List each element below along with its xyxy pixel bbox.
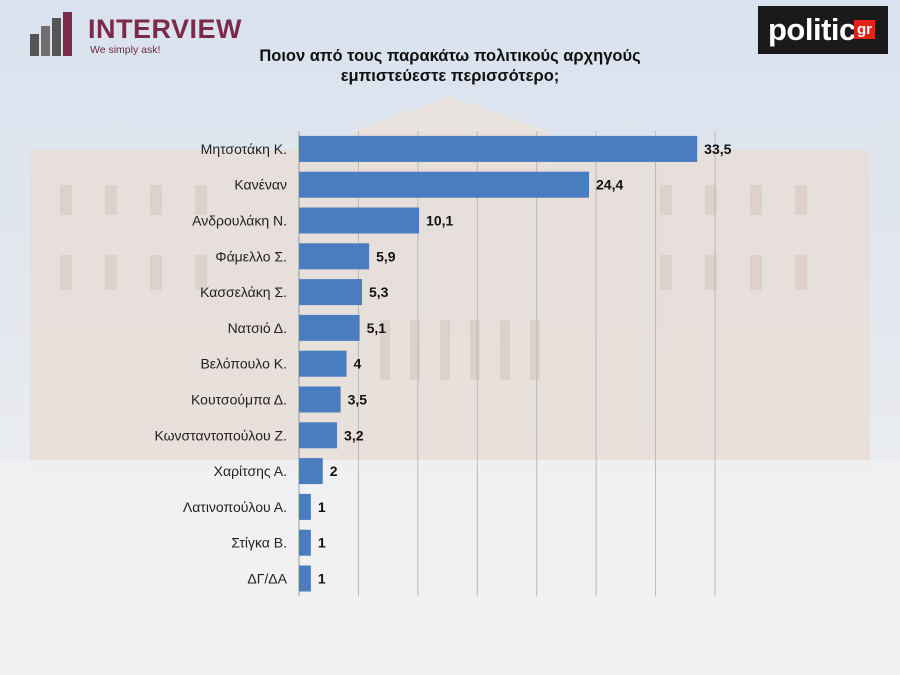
bar-columns-logo-icon	[30, 12, 72, 56]
bar	[299, 529, 311, 556]
politic-gr-logo: politic gr	[758, 6, 888, 54]
chart-title-line-2: εμπιστεύεστε περισσότερο;	[340, 67, 560, 85]
data-label: 24,4	[596, 177, 623, 193]
bar	[299, 493, 311, 520]
chart-title-line-1: Ποιον από τους παρακάτω πολιτικούς αρχηγ…	[259, 47, 641, 65]
category-label: Στίγκα Β.	[231, 535, 287, 551]
category-label: Βελόπουλο Κ.	[200, 356, 287, 372]
data-label: 33,5	[704, 141, 731, 157]
bar	[299, 314, 360, 341]
bar	[299, 243, 370, 270]
data-label: 1	[318, 571, 326, 587]
data-label: 5,9	[376, 248, 396, 264]
category-label: Φάμελλο Σ.	[215, 248, 287, 264]
category-label: Ανδρουλάκη Ν.	[192, 213, 287, 229]
politic-logo-text: politic	[768, 12, 856, 47]
chart-title: Ποιον από τους παρακάτω πολιτικούς αρχηγ…	[200, 46, 700, 86]
data-label: 4	[354, 356, 362, 372]
bar	[299, 458, 323, 485]
gr-logo-badge: gr	[854, 20, 875, 39]
bar	[299, 350, 347, 377]
interview-tagline: We simply ask!	[90, 44, 161, 56]
category-label: Κουτσούμπα Δ.	[191, 392, 287, 408]
data-label: 5,1	[367, 320, 387, 336]
data-label: 10,1	[426, 213, 453, 229]
data-label: 1	[318, 535, 326, 551]
data-label: 1	[318, 499, 326, 515]
interview-logo: INTERVIEW We simply ask!	[28, 12, 242, 62]
bar	[299, 207, 420, 234]
bar	[299, 386, 341, 413]
bar	[299, 135, 698, 162]
category-label: Κασσελάκη Σ.	[200, 284, 287, 300]
interview-brand-text: INTERVIEW	[88, 14, 243, 44]
bar	[299, 279, 362, 306]
category-label: Νατσιό Δ.	[228, 320, 287, 336]
chart-bars: Μητσοτάκη Κ. 33,5 Κανέναν 24,4 Ανδρουλάκη Ν.…	[154, 135, 732, 592]
bar	[299, 171, 590, 198]
category-label: Κανέναν	[234, 177, 287, 193]
category-label: Κωνσταντοπούλου Ζ.	[154, 427, 287, 443]
data-label: 3,2	[344, 427, 364, 443]
data-label: 2	[330, 463, 338, 479]
category-label: Λατινοπούλου Α.	[183, 499, 287, 515]
chart-gridlines	[298, 131, 716, 597]
data-label: 5,3	[369, 284, 389, 300]
bar	[299, 565, 311, 592]
category-label: ΔΓ/ΔΑ	[247, 571, 287, 587]
category-label: Χαρίτσης Α.	[214, 463, 287, 479]
category-label: Μητσοτάκη Κ.	[201, 141, 287, 157]
bar	[299, 422, 338, 449]
data-label: 3,5	[348, 392, 368, 408]
